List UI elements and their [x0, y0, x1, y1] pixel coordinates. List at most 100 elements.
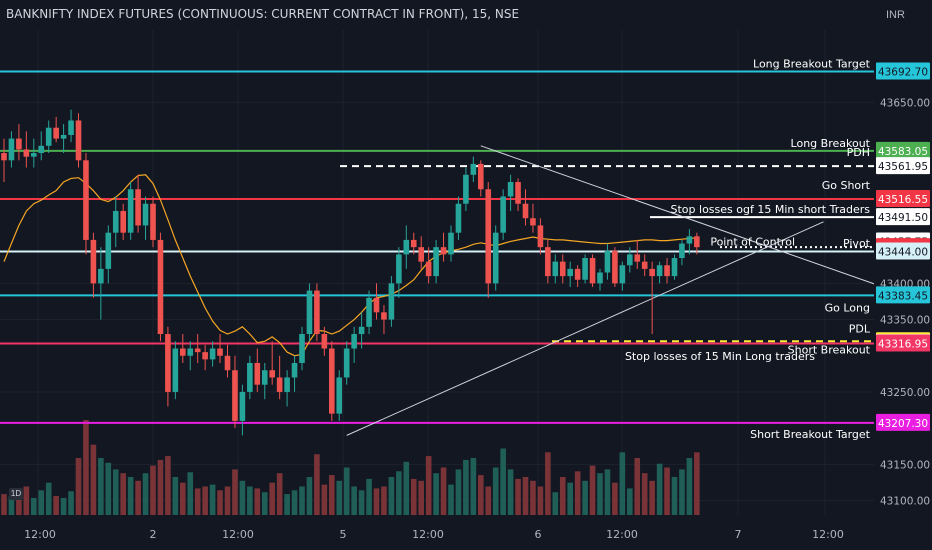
- x-tick-label: 12:00: [24, 528, 56, 541]
- candle-body: [68, 120, 74, 135]
- volume-bar: [686, 458, 693, 515]
- volume-bar: [112, 469, 119, 515]
- candle-body: [425, 261, 432, 277]
- volume-bar: [98, 458, 104, 515]
- candle-body: [455, 203, 462, 233]
- candle-body: [478, 163, 484, 190]
- volume-bar: [440, 467, 447, 515]
- price-tag-label: 43444.00: [878, 247, 928, 259]
- price-tag-label: 43561.95: [878, 161, 928, 173]
- volume-bar: [187, 472, 194, 515]
- volume-bar: [403, 461, 410, 515]
- volume-bar: [284, 494, 290, 515]
- candle-body: [351, 334, 357, 349]
- level-label: Pivot: [843, 237, 871, 250]
- volume-bar: [180, 482, 186, 515]
- candle-body: [597, 272, 603, 284]
- volume-bar: [254, 488, 261, 515]
- upper-trendline: [480, 145, 884, 288]
- price-tag: [876, 242, 930, 260]
- candle-body: [440, 247, 447, 255]
- chart-grid: [0, 30, 874, 515]
- volume-bar: [515, 478, 521, 515]
- x-tick-label: 12:00: [812, 528, 844, 541]
- candle-body: [180, 348, 186, 356]
- candle-body: [120, 210, 126, 233]
- candle-body: [239, 391, 246, 421]
- x-tick-label: 12:00: [222, 528, 254, 541]
- volume-bar: [105, 462, 112, 515]
- price-tag-label: 43692.70: [878, 66, 928, 78]
- volume-bar: [522, 477, 529, 515]
- interval-badge[interactable]: 1D: [9, 488, 23, 500]
- vwap-polyline: [3, 174, 697, 357]
- x-tick-label: 7: [735, 528, 742, 541]
- volume-bar: [530, 480, 536, 515]
- volume-bar: [336, 480, 343, 515]
- price-tag: [876, 62, 930, 80]
- candle-body: [150, 203, 156, 240]
- candle-body: [589, 258, 596, 284]
- level-label: Long Breakout: [791, 137, 871, 150]
- candle-body: [433, 247, 439, 277]
- candle-body: [291, 362, 298, 378]
- candle-body: [16, 138, 22, 150]
- volume-bar: [83, 420, 89, 515]
- y-tick-label: 43100.00: [880, 496, 930, 508]
- volume-bar: [537, 486, 544, 515]
- currency-label[interactable]: INR: [886, 9, 905, 21]
- candle-body: [90, 239, 97, 284]
- candle-body: [314, 290, 320, 335]
- volume-bar: [306, 477, 313, 515]
- price-tag-label: 43491.50: [878, 212, 928, 224]
- candle-body: [574, 268, 581, 280]
- volume-bar: [559, 477, 566, 515]
- volume-bar: [90, 444, 97, 515]
- volume-bar: [247, 486, 253, 515]
- candle-body: [1, 153, 7, 161]
- price-tags: 43692.70 43583.05 43561.95 43516.55 43491.50…: [876, 62, 930, 431]
- volume-bar: [671, 477, 678, 515]
- y-tick-label: 43150.00: [880, 459, 930, 471]
- x-tick-label: 5: [340, 528, 347, 541]
- volume-bar: [224, 486, 231, 515]
- level-label: Point of Control: [710, 236, 795, 249]
- candle-body: [8, 138, 15, 161]
- candle-body: [373, 297, 380, 313]
- volume-bar: [492, 467, 499, 515]
- volume-bar: [329, 475, 335, 515]
- candle-body: [671, 258, 678, 277]
- candle-body: [343, 348, 350, 378]
- volume-bar: [1, 494, 7, 515]
- candle-body: [31, 153, 37, 157]
- level-label: PDH: [847, 146, 870, 159]
- volume-bar: [425, 456, 432, 515]
- candle-body: [53, 127, 59, 139]
- volume-bars: [1, 420, 700, 515]
- candle-body: [194, 348, 201, 353]
- candle-body: [470, 163, 477, 175]
- volume-bar: [478, 475, 484, 515]
- volume-bar: [343, 467, 350, 515]
- volume-bar: [269, 482, 275, 515]
- volume-bar: [31, 497, 37, 515]
- level-label: Short Breakout Target: [750, 428, 871, 441]
- price-tag: [876, 157, 930, 175]
- volume-bar: [351, 486, 357, 515]
- candle-body: [276, 377, 283, 392]
- time-axis: 12:00 2 12:00 5 12:00 6 12:00 7 12:00: [0, 520, 874, 550]
- candle-body: [664, 265, 670, 277]
- candle-body: [38, 145, 45, 154]
- candle-body: [172, 348, 179, 392]
- chart-title: BANKNIFTY INDEX FUTURES (CONTINUOUS: CUR…: [6, 7, 520, 21]
- y-tick-label: 43350.00: [880, 315, 930, 327]
- candle-body: [336, 377, 343, 414]
- candle-body: [112, 210, 119, 233]
- candle-body: [209, 348, 216, 360]
- candle-body: [202, 352, 208, 360]
- candle-body: [507, 182, 514, 197]
- x-tick-label: 12:00: [606, 528, 638, 541]
- price-tag: [876, 208, 930, 226]
- volume-bar: [127, 477, 134, 515]
